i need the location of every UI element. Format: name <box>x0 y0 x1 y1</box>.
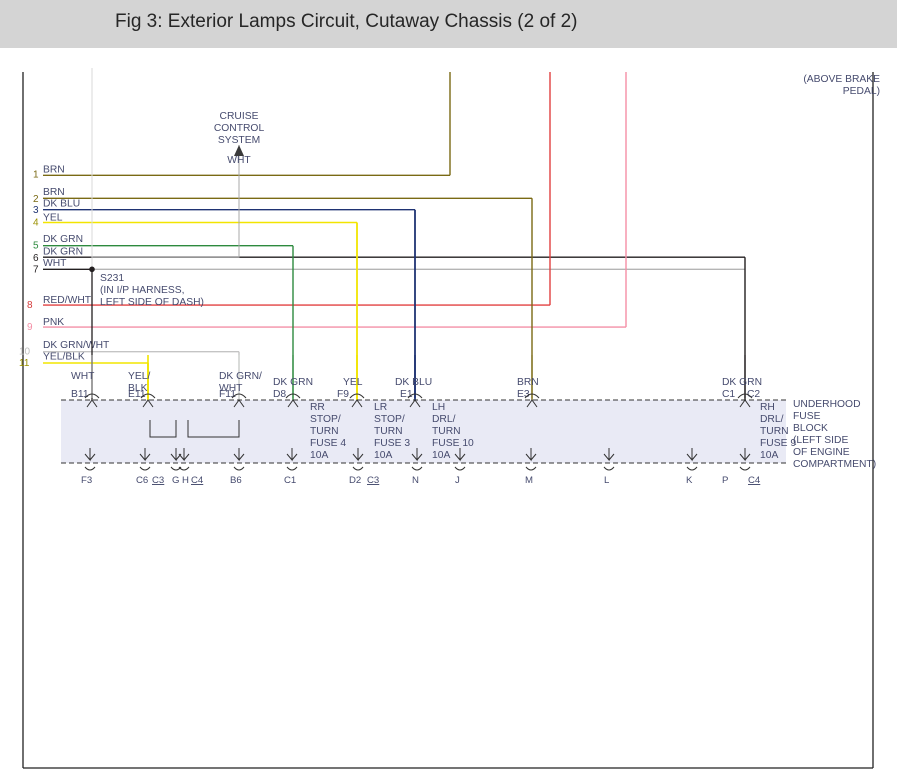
svg-text:6: 6 <box>33 253 39 264</box>
svg-text:COMPARTMENT): COMPARTMENT) <box>793 459 876 470</box>
svg-text:C2: C2 <box>747 389 760 400</box>
svg-text:LEFT SIDE OF DASH): LEFT SIDE OF DASH) <box>100 297 204 308</box>
svg-text:J: J <box>455 475 460 486</box>
svg-text:STOP/: STOP/ <box>374 414 405 425</box>
svg-text:(ABOVE BRAKE: (ABOVE BRAKE <box>803 74 880 85</box>
svg-text:C1: C1 <box>722 389 735 400</box>
svg-text:5: 5 <box>33 241 39 252</box>
svg-text:DK GRN: DK GRN <box>43 247 83 258</box>
svg-text:(IN I/P HARNESS,: (IN I/P HARNESS, <box>100 285 185 296</box>
svg-text:OF ENGINE: OF ENGINE <box>793 447 850 458</box>
svg-text:FUSE: FUSE <box>793 411 821 422</box>
svg-text:CONTROL: CONTROL <box>214 123 265 134</box>
svg-text:E3: E3 <box>517 389 530 400</box>
svg-text:WHT: WHT <box>71 371 95 382</box>
svg-text:PNK: PNK <box>43 317 64 328</box>
svg-text:3: 3 <box>33 205 39 216</box>
svg-text:F3: F3 <box>81 475 92 486</box>
svg-text:(LEFT SIDE: (LEFT SIDE <box>793 435 848 446</box>
svg-text:PEDAL): PEDAL) <box>843 86 880 97</box>
svg-text:TURN: TURN <box>760 426 789 437</box>
svg-text:DK GRN: DK GRN <box>43 234 83 245</box>
svg-text:D2: D2 <box>349 475 361 486</box>
svg-text:LH: LH <box>432 402 445 413</box>
svg-text:DK GRN: DK GRN <box>273 377 313 388</box>
svg-text:4: 4 <box>33 218 39 229</box>
svg-text:E1: E1 <box>400 389 413 400</box>
svg-text:7: 7 <box>33 265 39 276</box>
svg-text:10A: 10A <box>374 450 392 461</box>
svg-text:DK GRN/WHT: DK GRN/WHT <box>43 340 110 351</box>
svg-text:C1: C1 <box>284 475 296 486</box>
svg-text:YEL/: YEL/ <box>128 371 150 382</box>
svg-text:S231: S231 <box>100 273 124 284</box>
svg-text:2: 2 <box>33 194 39 205</box>
svg-text:WHT: WHT <box>43 258 67 269</box>
svg-text:FUSE 3: FUSE 3 <box>374 438 410 449</box>
svg-text:C4: C4 <box>748 475 761 486</box>
svg-text:B11: B11 <box>71 389 89 400</box>
svg-text:TURN: TURN <box>374 426 403 437</box>
svg-text:SYSTEM: SYSTEM <box>218 135 260 146</box>
svg-text:YEL: YEL <box>343 377 363 388</box>
svg-text:9: 9 <box>27 322 33 333</box>
svg-text:10A: 10A <box>760 450 778 461</box>
svg-text:RH: RH <box>760 402 775 413</box>
svg-text:K: K <box>686 475 693 486</box>
svg-text:C6: C6 <box>136 475 148 486</box>
svg-text:C4: C4 <box>191 475 204 486</box>
svg-text:DK BLU: DK BLU <box>395 377 432 388</box>
svg-text:11: 11 <box>19 358 30 369</box>
svg-text:BLOCK: BLOCK <box>793 423 828 434</box>
svg-text:F11: F11 <box>219 389 236 400</box>
svg-text:F9: F9 <box>337 389 349 400</box>
svg-text:LR: LR <box>374 402 387 413</box>
svg-text:BRN: BRN <box>43 165 65 176</box>
svg-text:DK BLU: DK BLU <box>43 199 80 210</box>
svg-text:10A: 10A <box>310 450 328 461</box>
svg-text:BRN: BRN <box>517 377 539 388</box>
svg-text:FUSE 4: FUSE 4 <box>310 438 346 449</box>
svg-text:DK GRN: DK GRN <box>722 377 762 388</box>
svg-text:TURN: TURN <box>310 426 339 437</box>
svg-text:TURN: TURN <box>432 426 461 437</box>
svg-text:C3: C3 <box>367 475 379 486</box>
svg-text:N: N <box>412 475 419 486</box>
svg-text:P: P <box>722 475 728 486</box>
svg-text:CRUISE: CRUISE <box>220 111 259 122</box>
svg-text:1: 1 <box>33 170 39 181</box>
svg-text:RR: RR <box>310 402 325 413</box>
svg-text:FUSE 9: FUSE 9 <box>760 438 796 449</box>
svg-text:BRN: BRN <box>43 187 65 198</box>
svg-text:10: 10 <box>19 347 31 358</box>
svg-text:G: G <box>172 475 179 486</box>
svg-text:D8: D8 <box>273 389 286 400</box>
svg-text:FUSE 10: FUSE 10 <box>432 438 474 449</box>
svg-text:E11: E11 <box>128 389 146 400</box>
svg-text:L: L <box>604 475 610 486</box>
svg-text:DRL/: DRL/ <box>432 414 456 425</box>
svg-text:YEL/BLK: YEL/BLK <box>43 351 85 362</box>
svg-text:UNDERHOOD: UNDERHOOD <box>793 399 861 410</box>
svg-text:M: M <box>525 475 533 486</box>
svg-text:C3: C3 <box>152 475 164 486</box>
svg-text:STOP/: STOP/ <box>310 414 341 425</box>
svg-text:10A: 10A <box>432 450 450 461</box>
svg-text:H: H <box>182 475 189 486</box>
svg-text:B6: B6 <box>230 475 242 486</box>
svg-text:DK GRN/: DK GRN/ <box>219 371 262 382</box>
svg-text:DRL/: DRL/ <box>760 414 784 425</box>
svg-text:WHT: WHT <box>227 155 251 166</box>
svg-text:8: 8 <box>27 300 33 311</box>
